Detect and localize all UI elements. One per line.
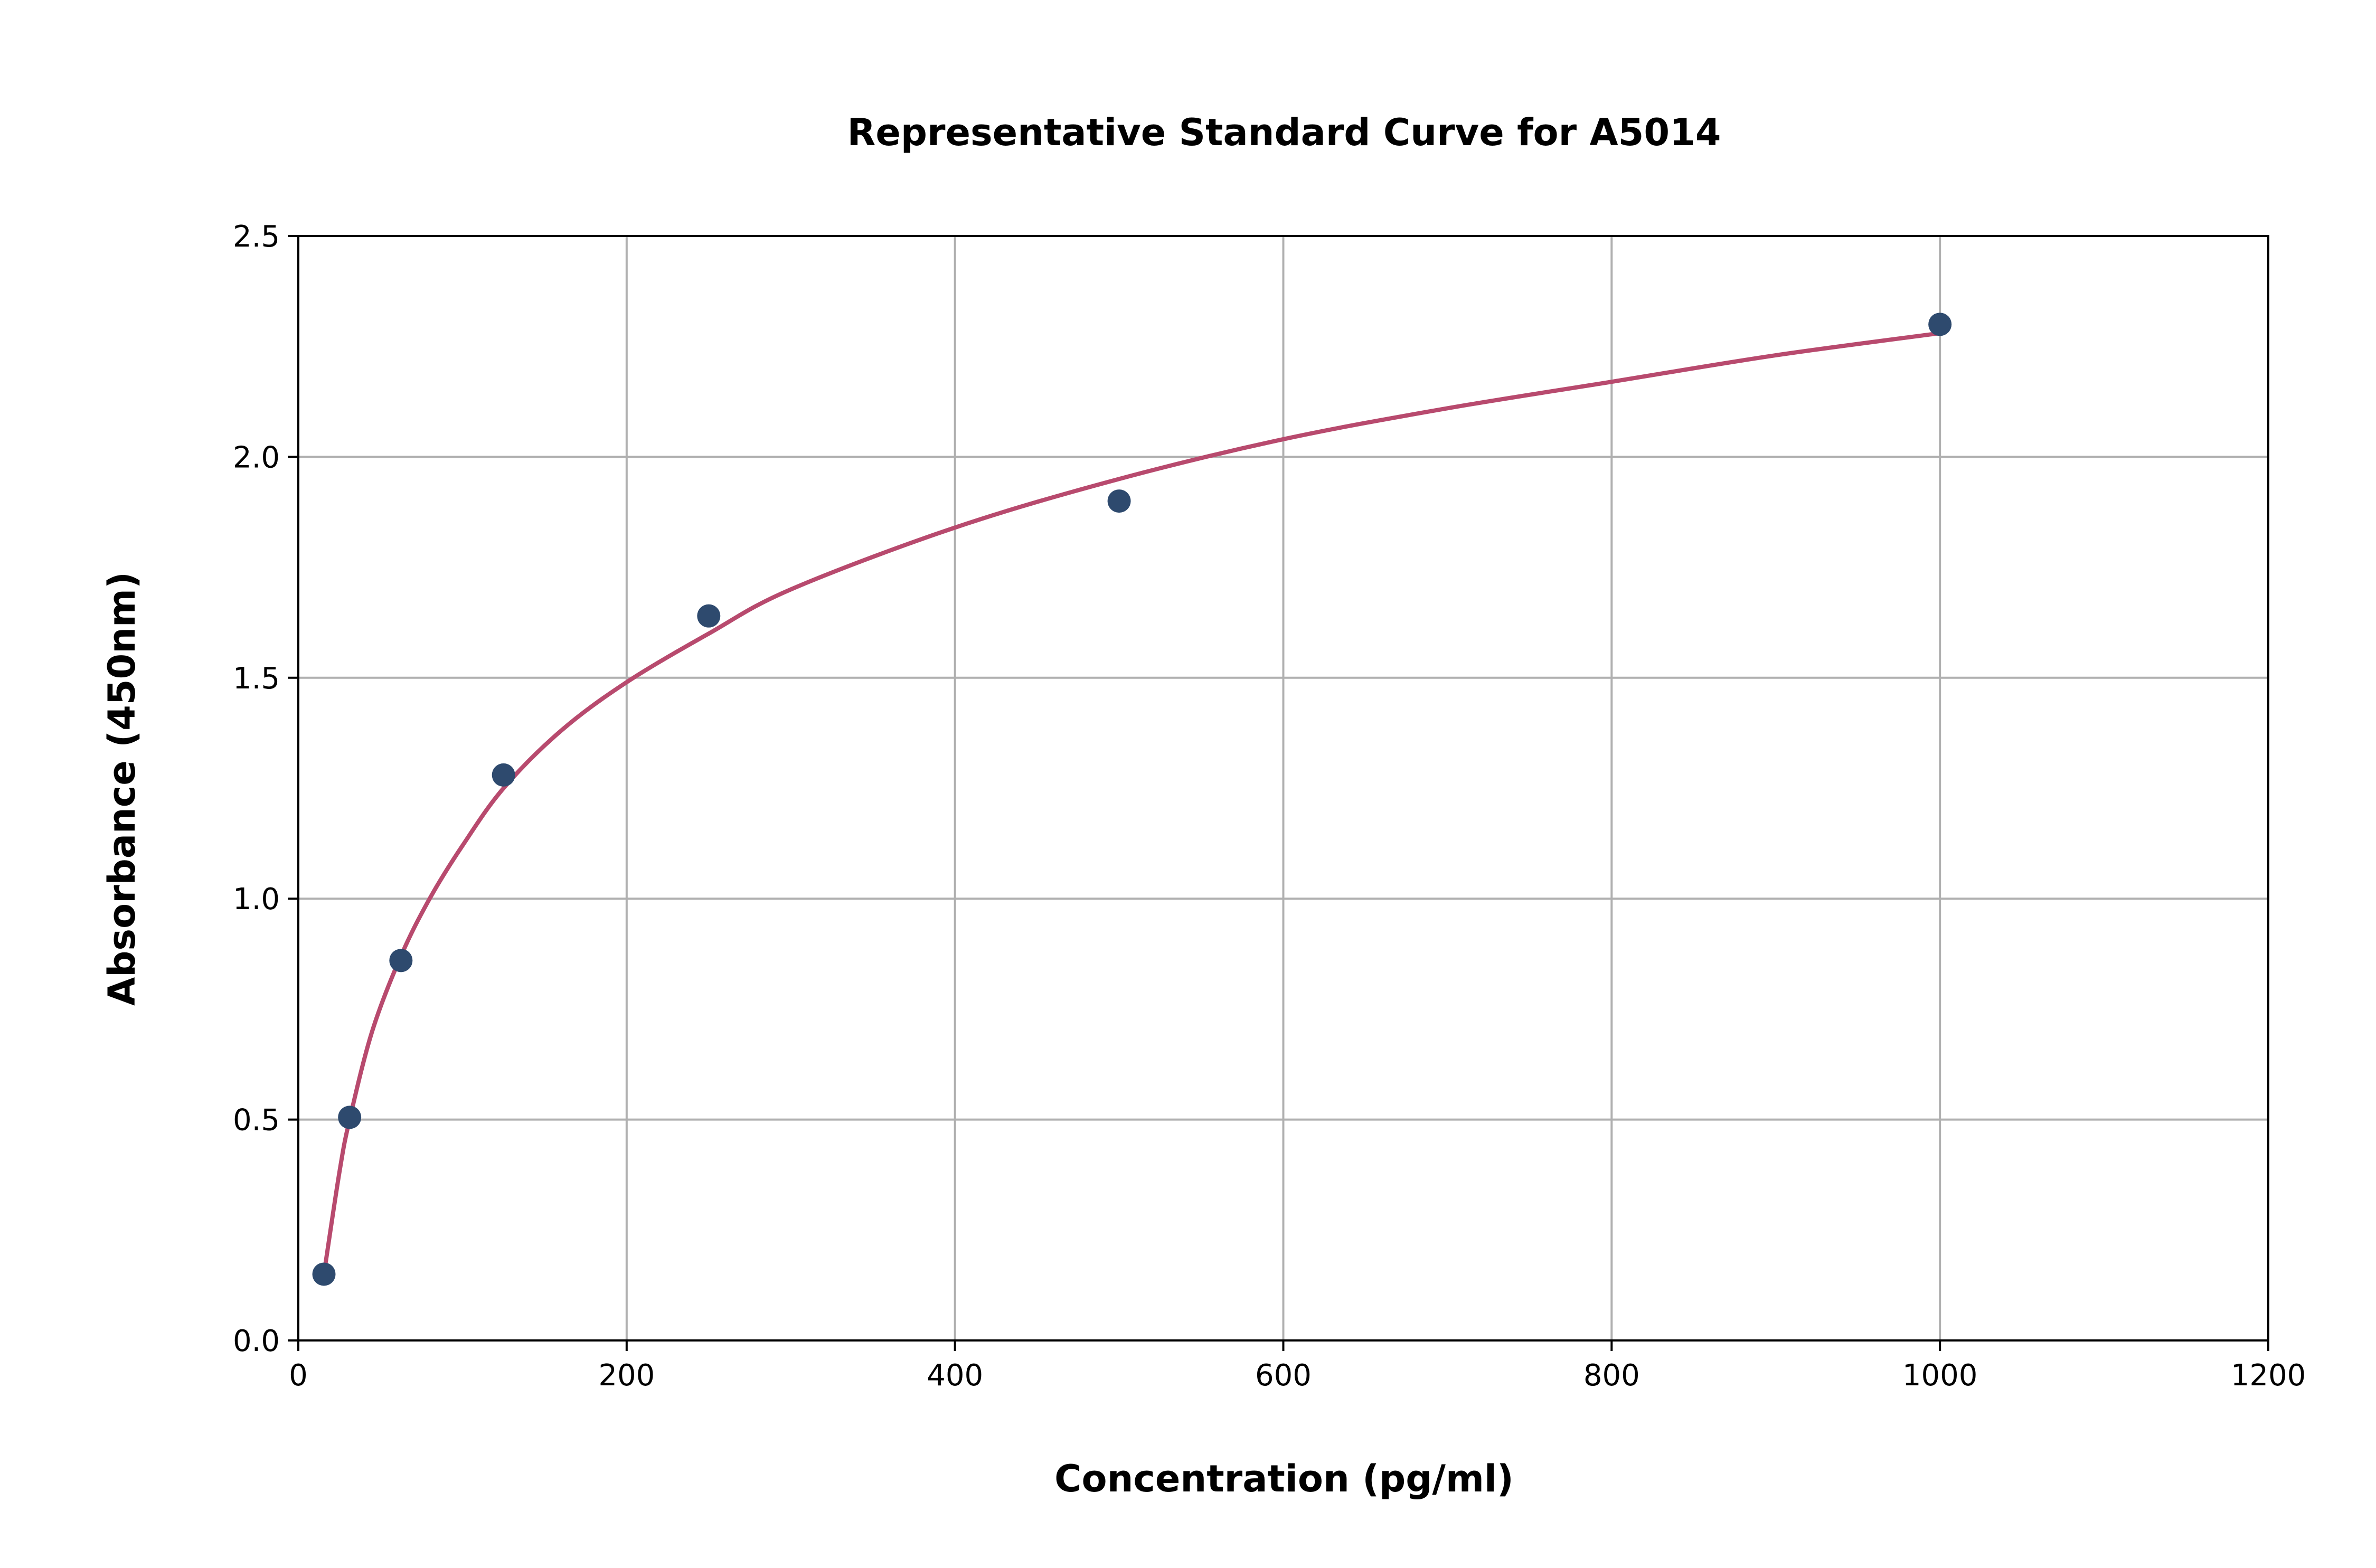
data-point — [1107, 489, 1131, 513]
x-tick-label: 1200 — [2231, 1358, 2306, 1393]
data-point — [697, 604, 721, 628]
x-tick-label: 1000 — [1902, 1358, 1978, 1393]
data-point — [1928, 313, 1952, 336]
y-axis-ticks: 0.0 0.5 1.0 1.5 2.0 2.5 — [233, 220, 298, 1358]
y-tick-label: 2.5 — [233, 220, 280, 254]
y-axis-label: Absorbance (450nm) — [100, 572, 144, 1006]
data-point — [312, 1262, 336, 1286]
x-tick-label: 800 — [1583, 1358, 1640, 1393]
data-points-group — [312, 313, 1952, 1286]
chart-title: Representative Standard Curve for A5014 — [847, 111, 1721, 154]
fit-curve-line — [322, 331, 1940, 1275]
data-point — [389, 949, 413, 972]
data-point — [338, 1106, 362, 1129]
y-tick-label: 1.5 — [233, 662, 280, 696]
x-axis-ticks: 0 200 400 600 800 1000 1200 — [289, 1340, 2306, 1393]
y-tick-label: 0.0 — [233, 1324, 280, 1358]
y-tick-label: 1.0 — [233, 882, 280, 917]
data-point — [492, 763, 515, 787]
fit-curve-group — [322, 331, 1940, 1275]
x-axis-label: Concentration (pg/ml) — [1054, 1457, 1514, 1500]
x-tick-label: 0 — [289, 1358, 308, 1393]
y-tick-label: 2.0 — [233, 440, 280, 475]
x-tick-label: 200 — [598, 1358, 655, 1393]
x-tick-label: 600 — [1255, 1358, 1312, 1393]
y-tick-label: 0.5 — [233, 1103, 280, 1138]
grid-lines — [297, 235, 2269, 1342]
x-tick-label: 400 — [927, 1358, 983, 1393]
